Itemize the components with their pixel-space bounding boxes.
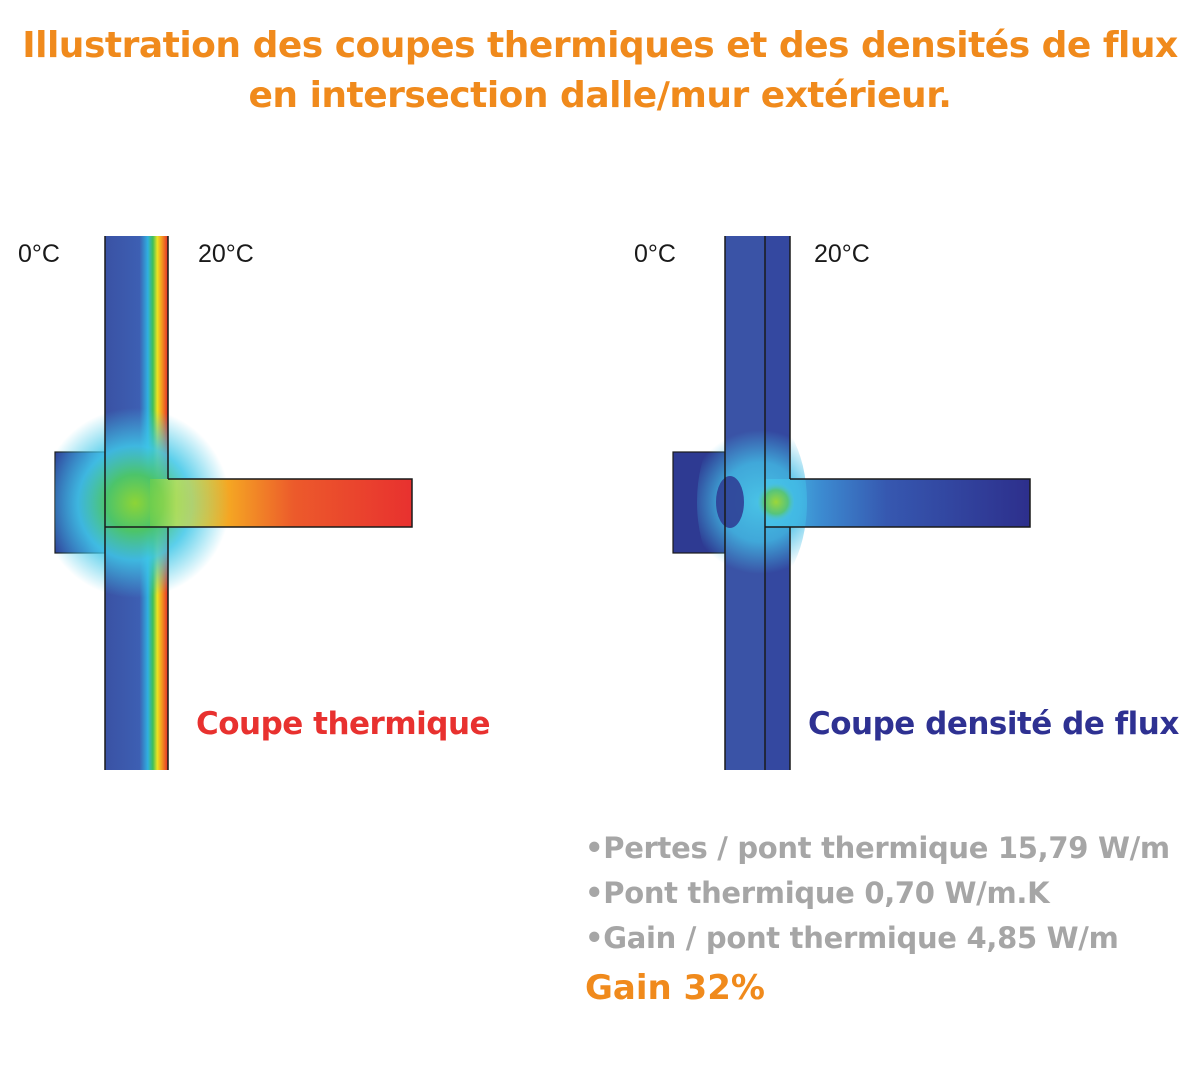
left-temp-inside-label: 20°C	[198, 240, 254, 268]
flux-bridge-core	[758, 478, 794, 526]
thermal-bridge-hotspot	[55, 408, 230, 598]
left-temp-outside-label: 0°C	[18, 240, 60, 268]
title-line-2: en intersection dalle/mur extérieur.	[248, 75, 952, 116]
gain-percentage: Gain 32%	[585, 968, 765, 1008]
left-caption: Coupe thermique	[196, 706, 491, 742]
flux-density-diagram	[672, 236, 1031, 770]
stats-block: •Pertes / pont thermique 15,79 W/m •Pont…	[585, 826, 1185, 1013]
title-line-1: Illustration des coupes thermiques et de…	[22, 25, 1178, 66]
stat-thermal-bridge: •Pont thermique 0,70 W/m.K	[585, 876, 1050, 910]
right-caption: Coupe densité de flux	[808, 706, 1179, 742]
stat-losses: •Pertes / pont thermique 15,79 W/m	[585, 831, 1170, 865]
flux-slab	[765, 479, 1030, 527]
right-temp-inside-label: 20°C	[814, 240, 870, 268]
right-temp-outside-label: 0°C	[634, 240, 676, 268]
stat-gain-per-bridge: •Gain / pont thermique 4,85 W/m	[585, 921, 1119, 955]
thermal-section-diagram	[54, 236, 413, 770]
